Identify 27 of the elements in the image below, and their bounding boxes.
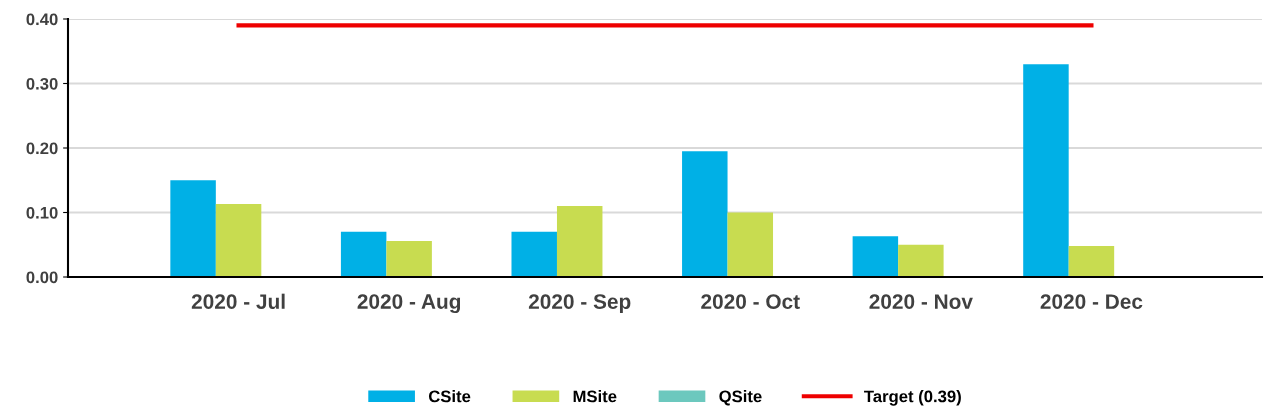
legend-label: MSite <box>573 390 617 403</box>
bar <box>682 151 728 277</box>
bar <box>1023 64 1069 277</box>
y-tick-label: 0.00 <box>26 271 58 284</box>
y-tick-label: 0.30 <box>26 77 58 90</box>
legend-label: QSite <box>719 390 762 406</box>
legend-label: CSite <box>428 390 471 403</box>
y-tick-label: 0.20 <box>26 142 58 155</box>
bar <box>556 206 603 277</box>
bar <box>898 244 944 277</box>
x-tick-label: 2020 - Oct <box>701 294 800 309</box>
x-tick-label: 2020 - Jul <box>191 293 285 309</box>
x-tick-label: 2020 - Nov <box>869 294 973 309</box>
y-tick-label: 0.10 <box>26 206 58 219</box>
y-tick-label: 0.40 <box>26 13 58 26</box>
bar <box>1068 246 1115 277</box>
bar <box>215 204 262 277</box>
legend-label: Target (0.39) <box>864 390 961 406</box>
bar <box>170 180 216 277</box>
bar <box>511 231 557 277</box>
bar <box>852 236 899 277</box>
x-tick-label: 2020 - Aug <box>357 294 461 314</box>
x-tick-label: 2020 - Dec <box>1040 294 1143 309</box>
bar <box>727 212 774 277</box>
x-tick-label: 2020 - Sep <box>528 294 631 314</box>
bar <box>340 231 387 277</box>
bar <box>386 240 432 277</box>
